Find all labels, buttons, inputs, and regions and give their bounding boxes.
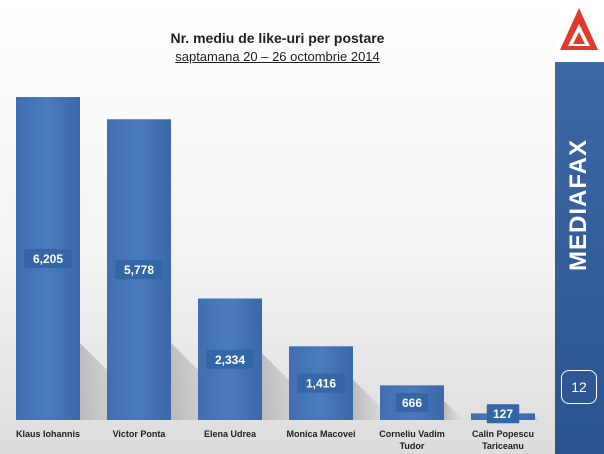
category-label: Calin Popescu [472, 429, 534, 439]
data-label: 127 [493, 407, 513, 421]
mediafax-triangle-logo-icon [560, 8, 598, 50]
bar-group: 666 Corneliu Vadim Tudor [379, 385, 464, 451]
data-label: 666 [402, 396, 422, 410]
data-label: 1,416 [306, 377, 336, 391]
data-label-box [206, 349, 254, 369]
data-label: 6,205 [33, 252, 63, 266]
data-label-box [395, 393, 429, 413]
data-label-box [297, 373, 345, 393]
page-number-badge: 12 [561, 370, 597, 404]
category-label: Klaus Iohannis [16, 429, 80, 439]
category-label: Tariceanu [482, 441, 524, 451]
brand-sidebar: MEDIAFAX 12 [555, 0, 604, 454]
category-label: Victor Ponta [113, 429, 167, 439]
category-label: Corneliu Vadim [379, 429, 445, 439]
data-label: 2,334 [215, 353, 245, 367]
data-label-box [24, 249, 72, 268]
chart-subtitle: saptamana 20 – 26 octombrie 2014 [175, 49, 380, 64]
logo-area [555, 0, 604, 62]
category-label: Elena Udrea [204, 429, 257, 439]
bar-shadow [535, 416, 539, 420]
category-label: Monica Macovei [286, 429, 355, 439]
data-label-box [486, 404, 520, 424]
brand-name: MEDIAFAX [565, 138, 592, 272]
bar-chart: 6,205 Klaus Iohannis 5,778 Victor Ponta 2,33… [16, 97, 539, 451]
category-label: Tudor [400, 441, 425, 451]
bar-group: 1,416 Monica Macovei [286, 346, 394, 439]
data-label-box [115, 260, 163, 280]
data-label: 5,778 [124, 263, 154, 277]
bar-shadow [444, 400, 464, 420]
bar-group: 127 Calin Popescu Tariceanu [471, 404, 539, 451]
chart-title: Nr. mediu de like-uri per postare [170, 30, 385, 46]
